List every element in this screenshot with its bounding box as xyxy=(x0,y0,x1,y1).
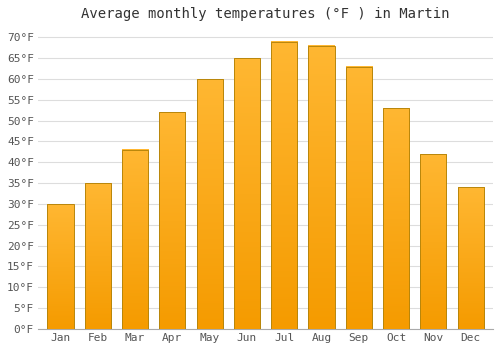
Bar xyxy=(122,150,148,329)
Bar xyxy=(234,58,260,329)
Bar xyxy=(84,183,111,329)
Bar xyxy=(383,108,409,329)
Title: Average monthly temperatures (°F ) in Martin: Average monthly temperatures (°F ) in Ma… xyxy=(82,7,450,21)
Bar xyxy=(458,187,483,329)
Bar xyxy=(160,112,186,329)
Bar xyxy=(346,66,372,329)
Bar xyxy=(271,42,297,329)
Bar xyxy=(48,204,74,329)
Bar xyxy=(420,154,446,329)
Bar xyxy=(196,79,222,329)
Bar xyxy=(308,46,334,329)
